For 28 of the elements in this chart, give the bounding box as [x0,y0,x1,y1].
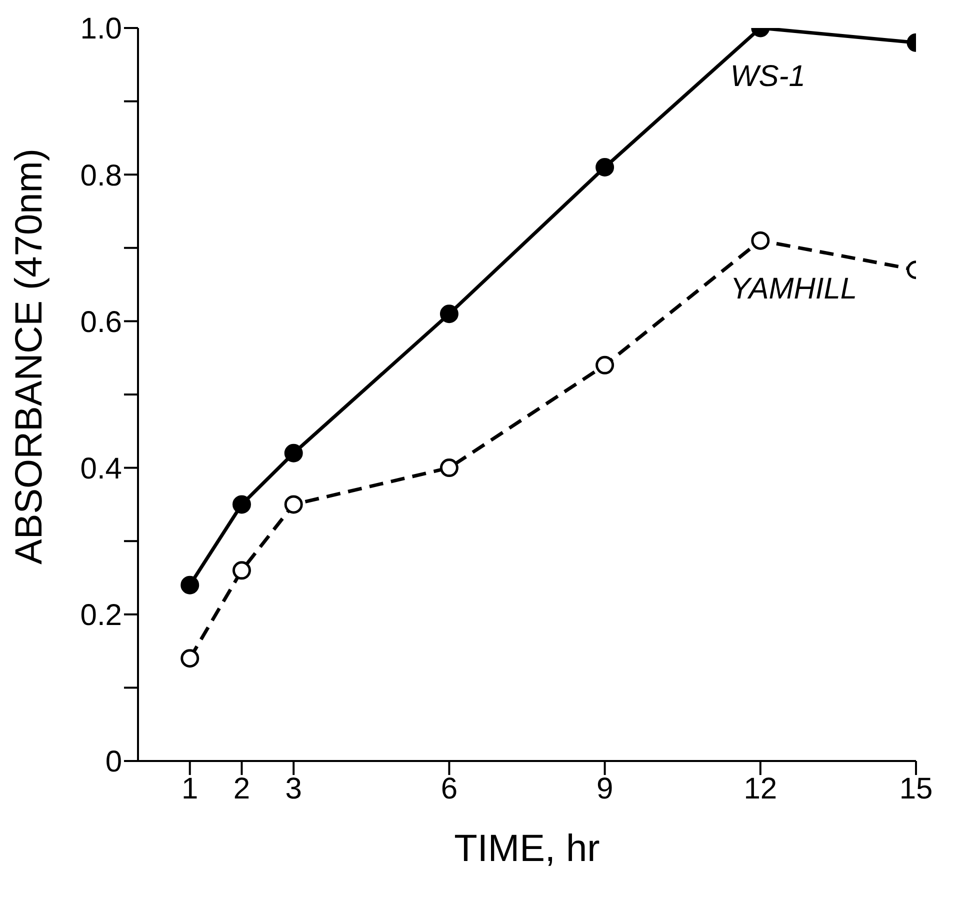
point [596,158,614,177]
y-tick-label: 0 [105,746,122,779]
point [440,458,458,478]
point [440,304,458,324]
series-label: YAMHILL [730,272,858,306]
x-tick-label: 9 [596,772,614,806]
x-tick-label: 15 [899,772,933,806]
point [284,444,303,462]
y-tick-label: 0.2 [80,599,122,632]
y-tick-label: 0.4 [80,452,122,486]
x-tick-label: 3 [285,772,302,806]
x-axis-title: TIME, hr [454,828,600,870]
y-tick-label: 1.0 [80,12,122,46]
point [751,231,770,250]
x-tick-label: 1 [182,772,198,806]
x-tick-label: 6 [440,772,458,806]
point [284,495,303,514]
point [232,495,251,514]
y-tick-label: 0.8 [80,159,122,192]
point [180,576,200,594]
y-axis-title: ABSORBANCE (470nm) [8,148,50,564]
x-tick-label: 12 [744,772,778,806]
point [180,649,200,668]
point [596,356,614,374]
x-tick-label: 2 [233,772,250,806]
series-label: WS-1 [730,60,806,93]
point [232,561,251,580]
y-tick-label: 0.6 [80,306,122,339]
